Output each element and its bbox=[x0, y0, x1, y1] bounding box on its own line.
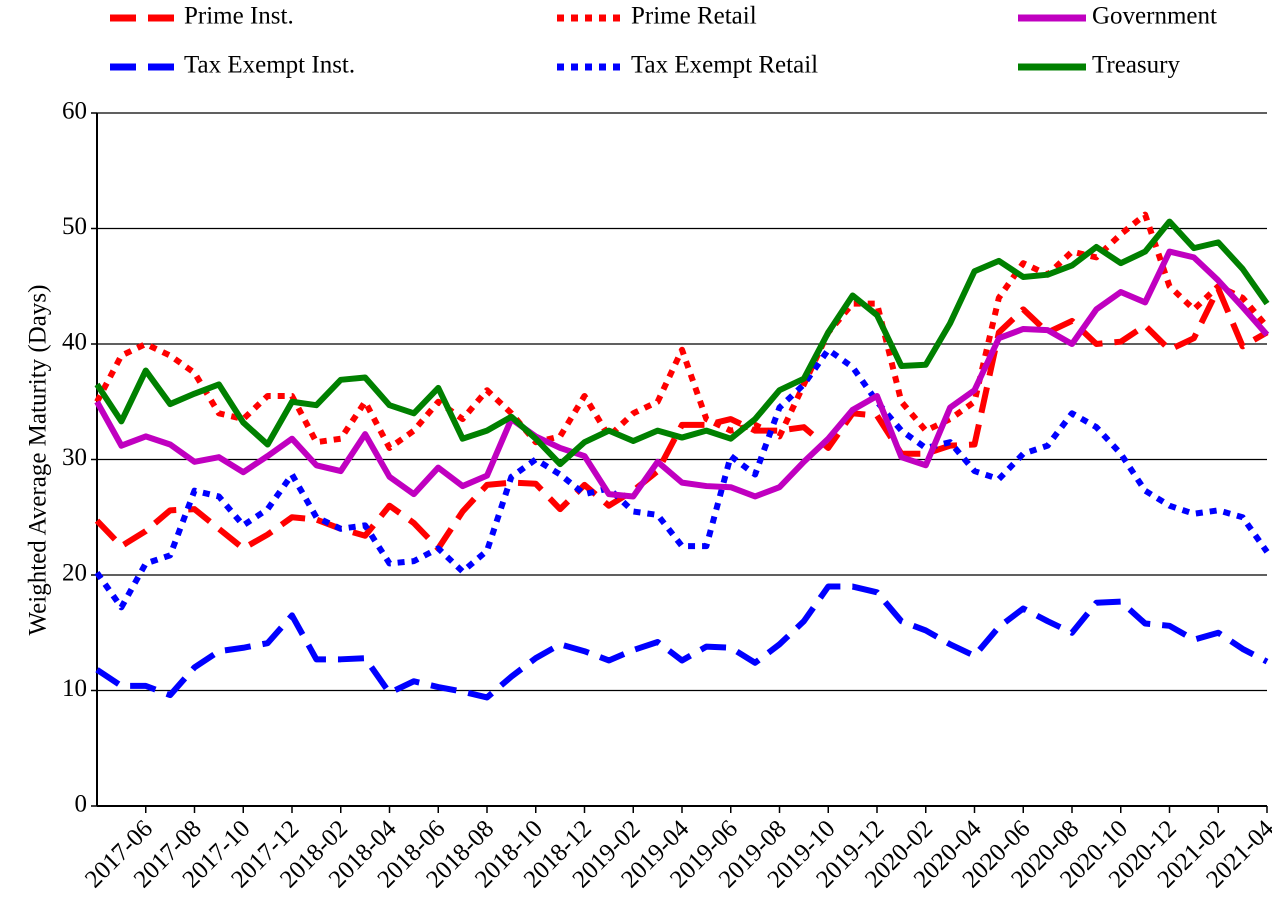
legend-label: Treasury bbox=[1092, 52, 1180, 79]
y-tick-label: 50 bbox=[62, 213, 87, 240]
y-tick-label: 40 bbox=[62, 329, 87, 356]
y-tick-label: 10 bbox=[62, 675, 87, 702]
series-line bbox=[94, 346, 1270, 611]
series-line bbox=[95, 583, 1269, 701]
legend-label: Prime Retail bbox=[631, 3, 757, 30]
series-line bbox=[94, 218, 1270, 468]
y-axis-label: Weighted Average Maturity (Days) bbox=[25, 285, 52, 636]
series-line bbox=[94, 285, 1269, 552]
legend-label: Prime Inst. bbox=[184, 3, 294, 30]
legend-label: Tax Exempt Inst. bbox=[184, 52, 355, 79]
y-tick-label: 60 bbox=[62, 98, 87, 125]
y-tick-label: 0 bbox=[75, 791, 88, 818]
legend-label: Government bbox=[1092, 3, 1217, 30]
series-line bbox=[94, 211, 1270, 451]
y-tick-label: 30 bbox=[62, 444, 87, 471]
y-tick-label: 20 bbox=[62, 560, 87, 587]
legend-label: Tax Exempt Retail bbox=[631, 52, 818, 79]
series-line bbox=[94, 248, 1270, 500]
